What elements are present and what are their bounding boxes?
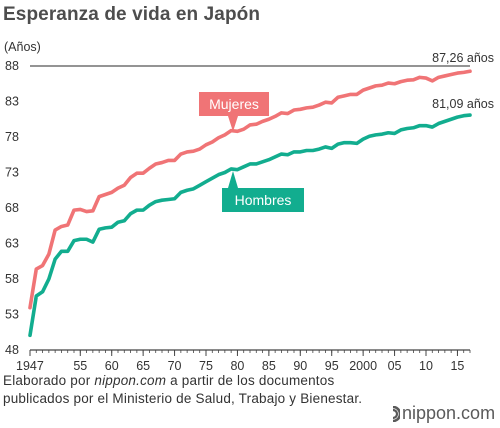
source-line2: publicados por el Ministerio de Salud, T… (3, 391, 363, 406)
x-tick-label: 75 (199, 359, 213, 372)
y-axis-unit-label: (Años) (4, 40, 41, 54)
x-tick-label: 1947 (16, 359, 44, 372)
y-tick-label: 58 (5, 272, 19, 286)
brand-name: nippon.com (402, 403, 496, 423)
y-tick-label: 53 (5, 308, 19, 322)
x-axis: 1947 55 60 65 70 75 80 85 90 95 2000 05 10 15 (16, 349, 471, 372)
x-tick-label: 80 (230, 359, 244, 372)
source-note: Elaborado por nippon.com a partir de los… (3, 372, 362, 408)
series-line-men (28, 113, 472, 338)
y-tick-label: 78 (5, 130, 19, 144)
x-tick-label: 70 (168, 359, 182, 372)
series-tags: Mujeres Hombres (199, 92, 304, 212)
x-tick-label: 90 (293, 359, 307, 372)
x-tick-label: 55 (73, 359, 87, 372)
x-tick-label: 05 (388, 359, 402, 372)
y-axis-ticks: 48 53 58 63 68 73 78 83 88 (5, 59, 19, 357)
legend-tag-men-pointer (228, 170, 238, 188)
legend-tag-women-pointer (228, 116, 238, 132)
series-lines (28, 69, 472, 338)
legend-tag-men-label: Hombres (235, 192, 292, 208)
end-label-women: 87,26 años (432, 51, 494, 65)
x-tick-label: 85 (262, 359, 276, 372)
source-prefix: Elaborado por (3, 373, 95, 388)
y-tick-label: 68 (5, 201, 19, 215)
legend-tag-men: Hombres (222, 170, 304, 212)
source-site: nippon.com (94, 373, 167, 388)
series-line-women (28, 69, 472, 310)
x-tick-label: 65 (136, 359, 150, 372)
x-tick-label: 15 (450, 359, 464, 372)
x-tick-label: 60 (105, 359, 119, 372)
legend-tag-women-label: Mujeres (209, 96, 259, 112)
y-tick-label: 83 (5, 95, 19, 109)
y-tick-label: 73 (5, 166, 19, 180)
x-tick-label: 10 (419, 359, 433, 372)
nippon-logo-icon (392, 405, 400, 422)
x-tick-label: 2000 (349, 359, 377, 372)
legend-tag-women: Mujeres (199, 92, 269, 132)
x-tick-label: 95 (325, 359, 339, 372)
legend-tag-women-box (199, 92, 269, 116)
source-suffix: a partir de los documentos (166, 373, 335, 388)
y-tick-label: 48 (5, 343, 19, 357)
line-chart: 48 53 58 63 68 73 78 83 88 1947 55 60 65 70 75 80 85 90 9… (4, 40, 494, 372)
brand-logo: nippon.com (386, 403, 495, 424)
legend-tag-men-box (222, 188, 304, 212)
y-tick-label: 88 (5, 59, 19, 73)
end-label-men: 81,09 años (432, 97, 494, 111)
chart-title: Esperanza de vida en Japón (3, 4, 261, 25)
y-tick-label: 63 (5, 237, 19, 251)
end-value-labels: 87,26 años 81,09 años (432, 51, 494, 111)
